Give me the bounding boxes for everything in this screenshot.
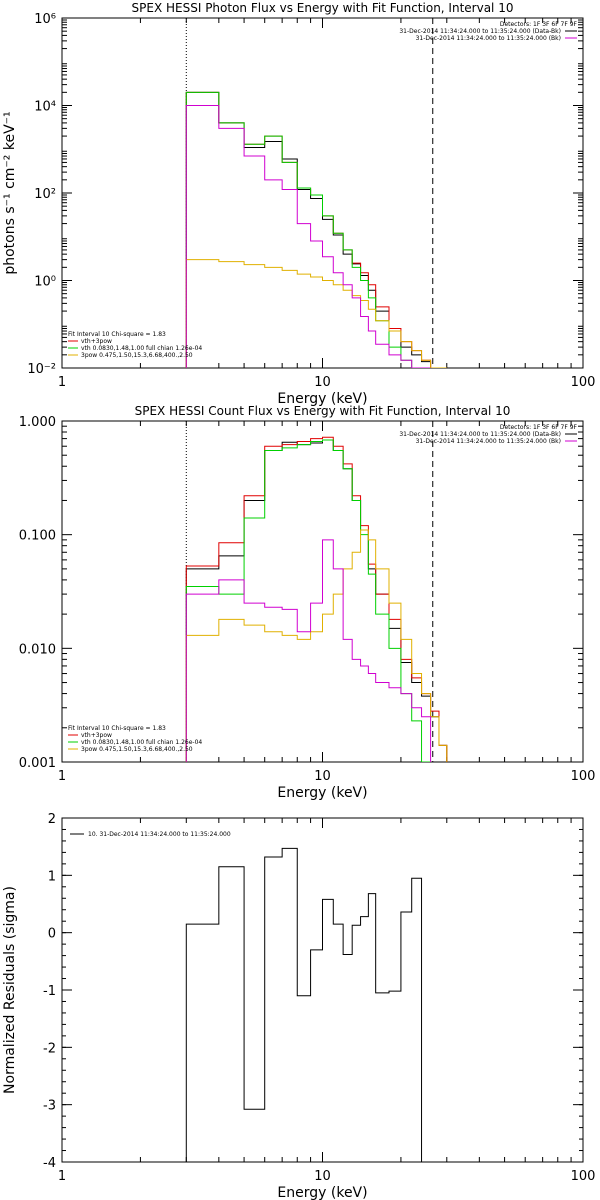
legend-entry: 31-Dec-2014 11:34:24.000 to 11:35:24.000…: [399, 431, 561, 438]
y-tick-label: 10⁻²: [27, 362, 56, 377]
series-line-4: [185, 259, 447, 368]
x-tick-label: 1: [58, 375, 66, 390]
series-line-1: [185, 91, 447, 368]
y-tick-label: 10⁰: [34, 275, 56, 290]
legend-entry: 3pow 0.475,1.50,15.3,6.68,400.,2.50: [81, 746, 193, 753]
series-line-1: [185, 439, 448, 762]
y-tick-label: -1: [43, 984, 56, 999]
x-tick-label: 100: [571, 1169, 596, 1184]
series-line-5: [185, 105, 431, 368]
x-tick-label: 100: [571, 375, 596, 390]
plot-frame: [61, 817, 584, 1163]
chart-title: SPEX HESSI Photon Flux vs Energy with Fi…: [132, 1, 514, 15]
x-tick-label: 10: [314, 769, 331, 784]
legend-entry: vth+3pow: [81, 732, 112, 739]
legend-entry: vth 0.0830,1.48,1.00 full chian 1.26e-04: [81, 345, 202, 352]
detectors-label: Detectors: 1F 3F 6F 7F 9F: [500, 424, 578, 431]
y-tick-label: -2: [43, 1041, 56, 1056]
y-tick-label: -3: [43, 1099, 56, 1114]
x-tick-label: 10: [314, 375, 331, 390]
y-tick-label: 0.100: [19, 529, 56, 544]
y-tick-label: 10⁶: [34, 12, 56, 27]
y-tick-label: 10⁴: [34, 100, 56, 115]
x-axis-label: Energy (keV): [277, 1185, 367, 1200]
x-tick-label: 1: [58, 769, 66, 784]
legend-entry: 31-Dec-2014 11:34:24.000 to 11:35:24.000…: [416, 35, 561, 42]
legend-entry: 3pow 0.475,1.50,15.3,6.68,400.,2.50: [81, 352, 193, 359]
chart-panel-3: 1 10 100 -4 -3 -2 -1 0 1 2 Energy (keV) Normalized …: [2, 812, 595, 1200]
legend-entry: Fit Interval 10 Chi-square = 1.83: [68, 725, 166, 732]
legend-entry: vth 0.0830,1.48,1.00 full chian 1.26e-04: [81, 739, 202, 746]
series-line-1: [185, 847, 439, 1162]
series-group: [185, 847, 439, 1162]
chart-panel-1: 1 10 100 10⁻² 10⁰ 10² 10⁴ 10⁶ SPEX HESSI Photon …: [2, 1, 595, 407]
x-tick-label: 100: [571, 769, 596, 784]
y-tick-label: -4: [43, 1156, 56, 1171]
y-axis-label: photons s⁻¹ cm⁻² keV⁻¹: [2, 111, 18, 274]
plot-frame: [61, 17, 584, 369]
y-tick-label: 1.000: [19, 415, 56, 430]
legend-entry: 31-Dec-2014 11:34:24.000 to 11:35:24.000…: [416, 438, 561, 445]
x-tick-label: 1: [58, 1169, 66, 1184]
series-line-3: [185, 91, 431, 368]
legend-entry: 31-Dec-2014 11:34:24.000 to 11:35:24.000…: [399, 28, 561, 35]
y-tick-label: 2: [48, 812, 56, 827]
series-line-4: [185, 529, 448, 762]
y-tick-label: 10²: [34, 187, 56, 202]
series-group: [185, 436, 448, 762]
x-tick-label: 10: [314, 1169, 331, 1184]
legend-entry: Fit Interval 10 Chi-square = 1.83: [68, 331, 166, 338]
series-line-2: [185, 91, 447, 368]
series-line-2: [185, 436, 448, 762]
y-tick-label: 0: [48, 927, 56, 942]
legend-entry: 10. 31-Dec-2014 11:34:24.000 to 11:35:24…: [88, 831, 231, 838]
y-axis-label: Normalized Residuals (sigma): [2, 886, 18, 1094]
y-tick-label: 0.001: [19, 756, 56, 771]
x-axis-label: Energy (keV): [277, 785, 367, 801]
y-tick-label: 0.010: [19, 642, 56, 657]
series-line-3: [185, 439, 431, 762]
series-line-5: [185, 539, 432, 762]
legend-entry: vth+3pow: [81, 338, 112, 345]
y-tick-label: 1: [48, 869, 56, 884]
series-group: [185, 91, 447, 368]
chart-title: SPEX HESSI Count Flux vs Energy with Fit…: [135, 404, 511, 418]
detectors-label: Detectors: 1F 3F 6F 7F 9F: [500, 21, 578, 28]
chart-panel-2: 1 10 100 0.001 0.010 0.100 1.000 SPEX HESSI Cou…: [19, 404, 596, 801]
x-axis-label: Energy (keV): [277, 391, 367, 407]
